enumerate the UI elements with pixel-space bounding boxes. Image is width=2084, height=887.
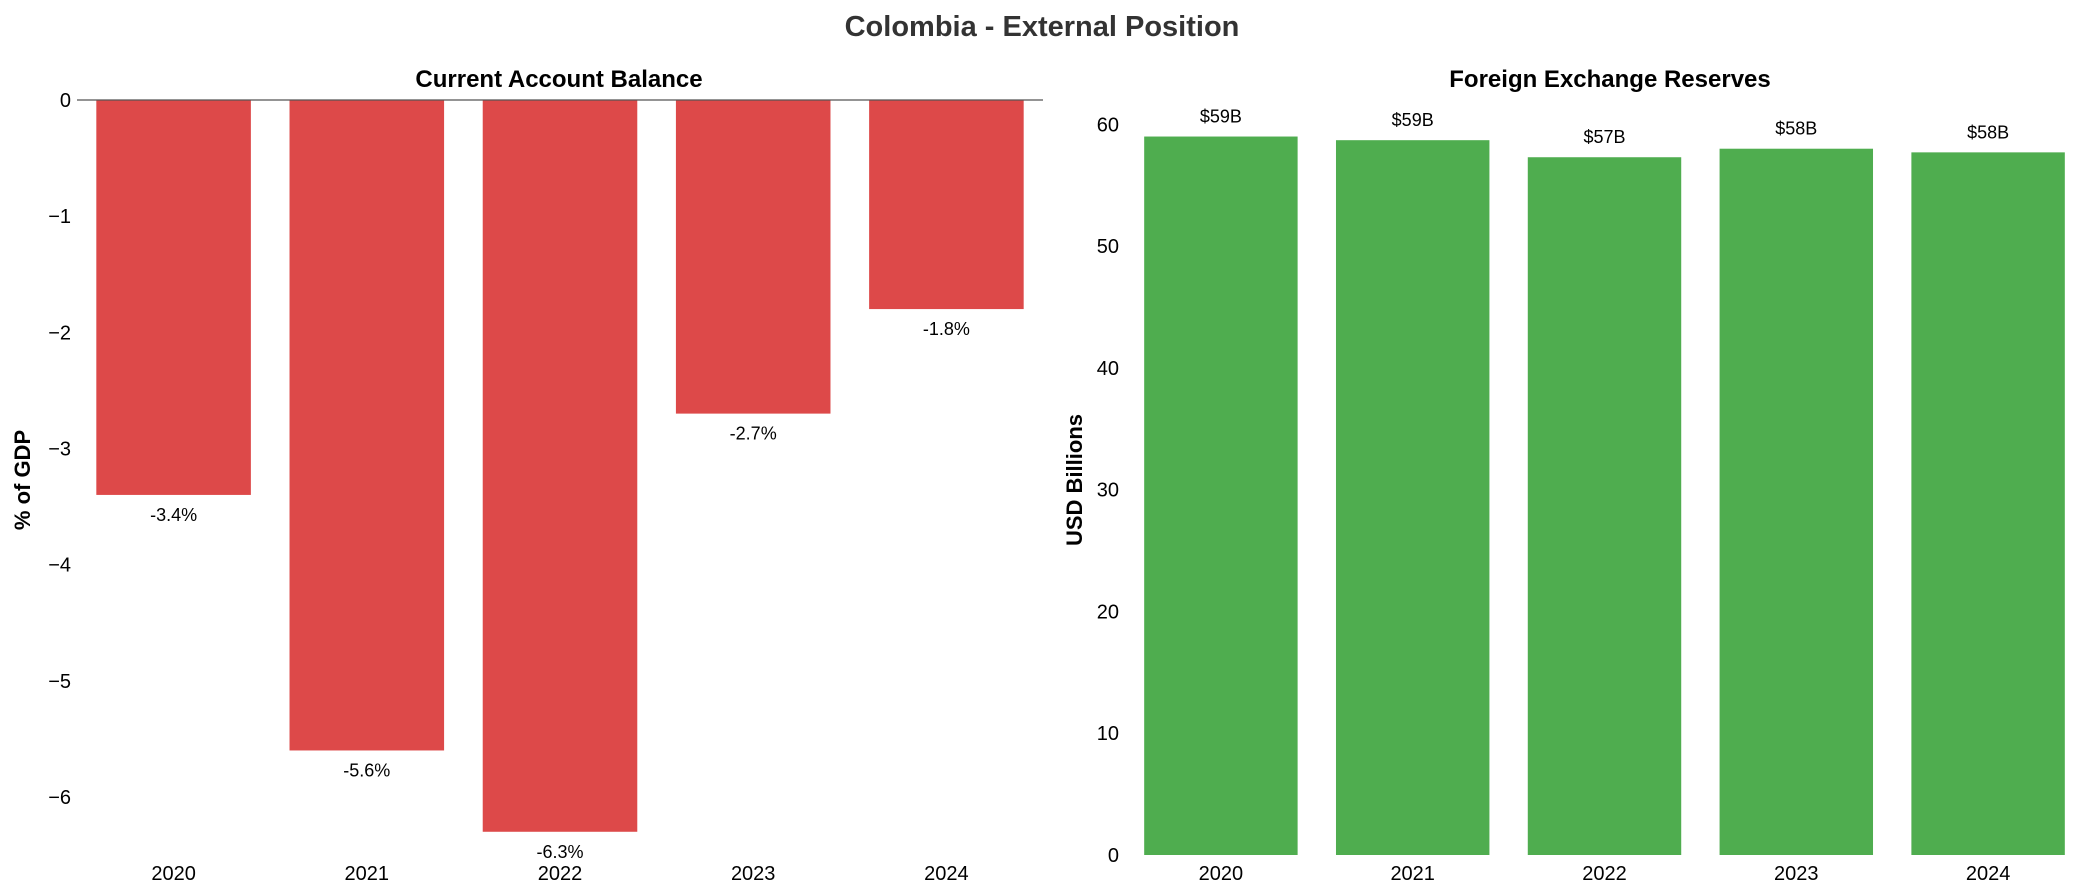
fx-reserves-bar-2023 — [1719, 148, 1874, 856]
current-account-xtick-label: 2021 — [345, 863, 390, 885]
current-account-ytick-label: −6 — [48, 787, 71, 809]
fx-reserves-ytick-label: 20 — [1097, 601, 1119, 623]
fx-reserves-data-label: $59B — [1200, 107, 1242, 127]
fx-reserves-data-label: $58B — [1967, 122, 2009, 142]
fx-reserves-title: Foreign Exchange Reserves — [1449, 66, 1770, 93]
current-account-yticks: 0 −1 −2 −3 −4 −5 −6 — [48, 90, 71, 809]
current-account-xticks: 2020 2021 2022 2023 2024 — [151, 863, 968, 885]
fx-reserves-ytick-label: 10 — [1097, 723, 1119, 745]
current-account-ytick-label: −4 — [48, 555, 71, 577]
current-account-xtick-label: 2020 — [151, 863, 196, 885]
current-account-ytick-label: 0 — [60, 90, 71, 112]
fx-reserves-ytick-label: 0 — [1108, 845, 1119, 867]
current-account-data-label: -6.3% — [536, 842, 583, 862]
current-account-ylabel: % of GDP — [10, 430, 35, 530]
fx-reserves-bar-2020 — [1144, 136, 1298, 856]
current-account-bar-2022 — [482, 100, 638, 832]
fx-reserves-ytick-label: 60 — [1097, 114, 1119, 136]
current-account-bars — [77, 99, 1043, 832]
fx-reserves-xtick-label: 2022 — [1582, 863, 1627, 885]
fx-reserves-ytick-label: 50 — [1097, 236, 1119, 258]
current-account-ytick-label: −1 — [48, 206, 71, 228]
current-account-xtick-label: 2022 — [538, 863, 583, 885]
fx-reserves-bar-2024 — [1911, 152, 2065, 855]
fx-reserves-data-label: $58B — [1775, 119, 1817, 139]
current-account-bar-2021 — [289, 100, 445, 751]
fx-reserves-bar-2022 — [1527, 157, 1682, 855]
current-account-bar-2020 — [96, 100, 251, 495]
fx-reserves-data-labels: $59B $59B $57B $58B $58B — [1200, 107, 2009, 148]
current-account-data-labels: -3.4% -5.6% -6.3% -2.7% -1.8% — [150, 319, 970, 862]
current-account-ytick-label: −5 — [48, 671, 71, 693]
fx-reserves-ytick-label: 30 — [1097, 480, 1119, 502]
fx-reserves-bar-2021 — [1335, 140, 1490, 855]
current-account-bar-2024 — [869, 100, 1024, 310]
current-account-data-label: -1.8% — [923, 319, 970, 339]
fx-reserves-xtick-label: 2023 — [1774, 863, 1819, 885]
fx-reserves-xtick-label: 2021 — [1390, 863, 1435, 885]
current-account-bar-2023 — [675, 100, 831, 414]
current-account-title: Current Account Balance — [415, 66, 702, 93]
current-account-data-label: -2.7% — [730, 424, 777, 444]
current-account-panel: Current Account Balance % of GDP 0 −1 −2 −3… — [10, 66, 1043, 885]
figure-title: Colombia - External Position — [845, 11, 1240, 43]
fx-reserves-yticks: 0 10 20 30 40 50 60 — [1097, 114, 1119, 867]
current-account-xtick-label: 2024 — [924, 863, 969, 885]
fx-reserves-ytick-label: 40 — [1097, 358, 1119, 380]
fx-reserves-data-label: $59B — [1392, 110, 1434, 130]
current-account-data-label: -5.6% — [343, 760, 390, 780]
fx-reserves-bars — [1144, 136, 2065, 856]
fx-reserves-ylabel: USD Billions — [1062, 414, 1087, 546]
current-account-xtick-label: 2023 — [731, 863, 776, 885]
fx-reserves-xtick-label: 2024 — [1966, 863, 2011, 885]
fx-reserves-data-label: $57B — [1583, 127, 1625, 147]
fx-reserves-xtick-label: 2020 — [1199, 863, 1244, 885]
current-account-ytick-label: −3 — [48, 438, 71, 460]
current-account-ytick-label: −2 — [48, 322, 71, 344]
current-account-data-label: -3.4% — [150, 505, 197, 525]
fx-reserves-panel: Foreign Exchange Reserves USD Billions 0… — [1062, 66, 2065, 885]
fx-reserves-xticks: 2020 2021 2022 2023 2024 — [1199, 863, 2011, 885]
